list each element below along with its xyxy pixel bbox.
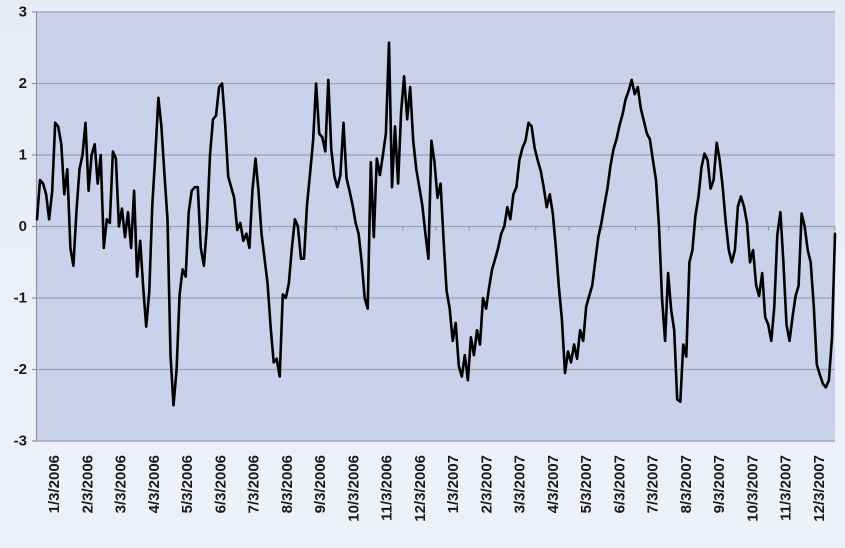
x-tick-label: 11/3/2007: [778, 455, 795, 521]
x-tick-label: 3/3/2006: [113, 455, 130, 513]
series-line: [35, 41, 837, 407]
x-tick-label: 5/3/2006: [179, 455, 196, 513]
x-tick-label: 9/3/2006: [312, 455, 329, 513]
x-tick-label: 2/3/2007: [478, 455, 495, 513]
y-tick-label: 1: [19, 147, 27, 164]
x-axis-labels: 1/3/2006 2/3/2006 3/3/2006 4/3/2006 5/3/2006…: [46, 455, 828, 522]
y-tick-label: -1: [14, 290, 27, 307]
x-tick-label: 12/3/2006: [412, 455, 429, 522]
y-tick-label: -3: [14, 433, 27, 450]
x-tick-label: 9/3/2007: [711, 455, 728, 513]
x-tick-label: 4/3/2006: [146, 455, 163, 513]
x-tick-label: 8/3/2006: [279, 455, 296, 513]
y-tick-label: 2: [19, 75, 27, 92]
x-tick-label: 7/3/2006: [246, 455, 263, 513]
x-tick-label: 3/3/2007: [512, 455, 529, 513]
x-tick-label: 8/3/2007: [678, 455, 695, 513]
x-tick-label: 10/3/2007: [744, 455, 761, 522]
y-axis-labels: 3 2 1 0 -1 -2 -3: [14, 4, 27, 450]
x-tick-label: 1/3/2007: [445, 455, 462, 513]
x-tick-label: 2/3/2006: [79, 455, 96, 513]
x-tick-label: 4/3/2007: [545, 455, 562, 513]
y-tick-label: 0: [19, 218, 27, 235]
y-tick-label: 3: [19, 4, 27, 21]
x-tick-label: 11/3/2006: [379, 455, 396, 521]
x-tick-label: 1/3/2006: [46, 455, 63, 513]
x-tick-label: 6/3/2006: [212, 455, 229, 513]
y-axis: [32, 11, 38, 442]
x-tick-label: 10/3/2006: [345, 455, 362, 522]
x-tick-label: 5/3/2007: [578, 455, 595, 513]
x-tick-label: 6/3/2007: [611, 455, 628, 513]
x-tick-label: 7/3/2007: [645, 455, 662, 513]
y-tick-label: -2: [14, 361, 27, 378]
x-tick-label: 12/3/2007: [811, 455, 828, 522]
